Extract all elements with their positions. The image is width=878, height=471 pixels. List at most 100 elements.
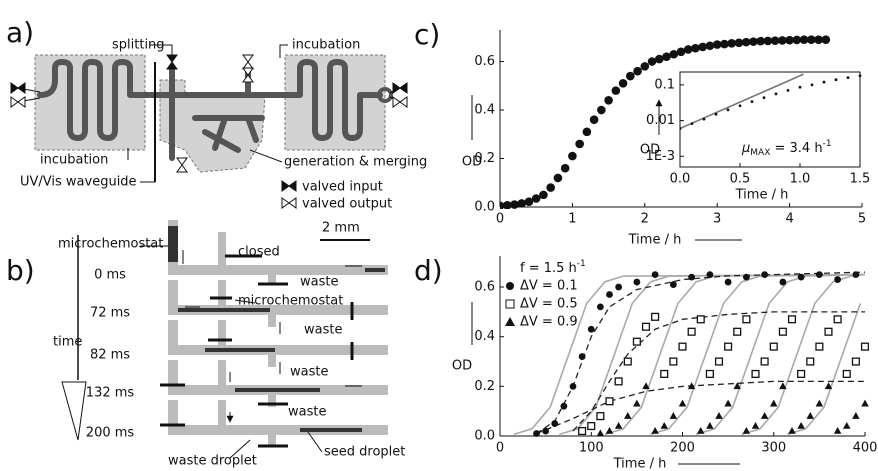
point	[652, 271, 659, 278]
point	[679, 343, 686, 350]
point	[761, 412, 768, 419]
point	[606, 398, 613, 405]
point	[752, 422, 759, 429]
panel-label: c)	[414, 18, 440, 51]
valve-input	[11, 83, 25, 93]
point	[739, 104, 742, 107]
y-tick-label: 0.1	[654, 77, 675, 92]
point	[697, 427, 704, 434]
point	[588, 326, 595, 333]
point	[588, 423, 595, 430]
label: waste	[300, 275, 338, 290]
time-label: 200 ms	[86, 426, 135, 441]
line	[787, 303, 860, 434]
point	[743, 427, 750, 434]
legend-label: valved output	[302, 197, 392, 212]
x-tick-label: 0.0	[670, 172, 691, 187]
legend-marker	[505, 317, 515, 326]
point	[615, 378, 622, 385]
point	[725, 279, 732, 286]
line	[605, 275, 865, 435]
point	[770, 343, 777, 350]
point	[715, 412, 722, 419]
point	[539, 191, 548, 200]
x-tick-label: 100	[579, 441, 604, 456]
point	[590, 115, 599, 124]
point	[633, 67, 642, 76]
x-tick-label: 300	[761, 441, 786, 456]
legend-icon	[282, 198, 296, 208]
point	[727, 108, 730, 111]
point	[570, 383, 577, 390]
label: splitting	[112, 38, 165, 53]
point	[799, 86, 802, 89]
point	[715, 113, 718, 116]
point	[725, 343, 732, 350]
point	[597, 106, 606, 115]
point	[761, 271, 768, 278]
point	[779, 328, 786, 335]
y-axis-label: OD	[640, 143, 660, 158]
point	[697, 316, 704, 323]
point	[670, 412, 677, 419]
y-tick-label: 0.4	[474, 103, 495, 118]
point	[615, 284, 622, 291]
point	[615, 422, 622, 429]
scale-label: 2 mm	[322, 221, 360, 236]
point	[706, 271, 713, 278]
point	[691, 44, 700, 53]
annotation-part: μ	[741, 141, 750, 156]
legend-label: ΔV = 0.1	[520, 279, 578, 294]
x-axis-label: Time / h	[735, 188, 789, 203]
point	[661, 422, 668, 429]
valve-input	[167, 55, 177, 69]
point	[807, 358, 814, 365]
label: incubation	[40, 153, 108, 168]
point	[724, 400, 731, 407]
y-axis-label: OD	[452, 359, 472, 374]
point	[554, 174, 563, 183]
point	[561, 164, 570, 173]
point	[834, 316, 841, 323]
point	[661, 371, 668, 378]
point	[612, 86, 621, 95]
legend-marker	[506, 300, 514, 308]
point	[825, 328, 832, 335]
label: waste droplet	[168, 454, 257, 469]
point	[579, 428, 586, 435]
point	[822, 35, 831, 44]
valve-output	[393, 97, 407, 107]
point	[752, 371, 759, 378]
point	[862, 343, 869, 350]
point	[763, 96, 766, 99]
time-label: 0 ms	[94, 268, 126, 283]
x-tick-label: 0.5	[730, 172, 751, 187]
point	[688, 274, 695, 281]
point	[533, 430, 540, 437]
line	[696, 275, 865, 435]
point	[575, 140, 584, 149]
point	[670, 281, 677, 288]
point	[834, 427, 841, 434]
x-tick-label: 0	[496, 441, 504, 456]
point	[651, 427, 658, 434]
point	[816, 271, 823, 278]
annotation-part: f = 1.5 h	[520, 261, 577, 276]
point	[834, 276, 841, 283]
point	[798, 274, 805, 281]
point	[787, 89, 790, 92]
valve-output	[177, 158, 187, 172]
label: UV/Vis waveguide	[20, 175, 137, 190]
point	[641, 62, 650, 71]
y-tick-label: 0.0	[474, 429, 495, 444]
point	[510, 200, 519, 209]
point	[751, 100, 754, 103]
line	[742, 275, 865, 435]
point	[643, 323, 650, 330]
point	[852, 358, 859, 365]
droplet-sequence	[62, 220, 388, 458]
point	[624, 358, 631, 365]
point	[847, 76, 850, 79]
annotation-part: = 3.4 h	[770, 141, 822, 156]
point	[706, 41, 715, 50]
